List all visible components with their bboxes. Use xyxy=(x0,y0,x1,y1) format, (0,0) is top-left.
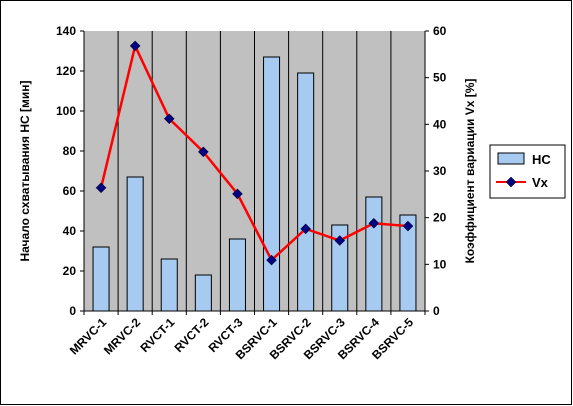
line-marker xyxy=(334,235,346,246)
y2-tick-label: 40 xyxy=(433,117,447,131)
bar xyxy=(228,238,246,312)
y2-tick-label: 30 xyxy=(433,164,447,178)
legend-line-label: Vx xyxy=(532,175,549,190)
bar xyxy=(194,274,212,312)
y2-tick-label: 0 xyxy=(433,304,440,318)
bar xyxy=(263,56,281,312)
y-tick-label: 60 xyxy=(63,184,77,198)
y2-tick-label: 50 xyxy=(433,71,447,85)
y2-tick-label: 10 xyxy=(433,257,447,271)
line-marker xyxy=(266,254,277,266)
y-tick-label: 20 xyxy=(63,264,77,278)
line-marker xyxy=(95,182,107,194)
line-marker xyxy=(197,146,209,158)
y-axis-label: Начало схватывания НС [мин] xyxy=(18,80,32,261)
grid-lines xyxy=(117,31,392,311)
y2-axis-label: Коэффициент вариации Vx [%] xyxy=(463,79,477,264)
legend-bar-label: НС xyxy=(532,152,551,167)
line-series xyxy=(95,40,414,266)
y-tick-label: 140 xyxy=(56,24,76,38)
y-tick-label: 120 xyxy=(56,64,76,78)
line-marker xyxy=(368,217,380,229)
y-tick-label: 100 xyxy=(56,104,76,118)
line-marker xyxy=(163,113,175,125)
y2-tick-label: 20 xyxy=(433,211,447,225)
bar xyxy=(297,72,315,312)
y-tick-label: 40 xyxy=(63,224,77,238)
line-marker xyxy=(402,220,414,232)
line-marker xyxy=(300,223,312,235)
legend-bar-swatch xyxy=(497,152,525,165)
y-tick-label: 80 xyxy=(63,144,77,158)
line-marker xyxy=(232,188,243,200)
y-tick-label: 0 xyxy=(69,304,76,318)
bar xyxy=(365,196,383,312)
series-line xyxy=(99,42,409,263)
y2-axis-ticks: 0 10 20 30 40 50 60 xyxy=(425,24,447,318)
y2-tick-label: 60 xyxy=(433,24,447,38)
line-marker xyxy=(129,40,141,52)
y-axis-ticks: 0 20 40 60 80 100 120 140 xyxy=(56,24,84,318)
legend-line-marker xyxy=(505,176,517,188)
bar xyxy=(92,246,110,312)
legend: НС Vx xyxy=(489,144,566,199)
bar xyxy=(160,258,178,312)
bar xyxy=(126,176,144,312)
